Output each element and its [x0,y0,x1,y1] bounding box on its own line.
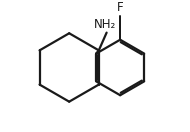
Text: NH₂: NH₂ [93,18,116,31]
Text: F: F [117,1,124,14]
